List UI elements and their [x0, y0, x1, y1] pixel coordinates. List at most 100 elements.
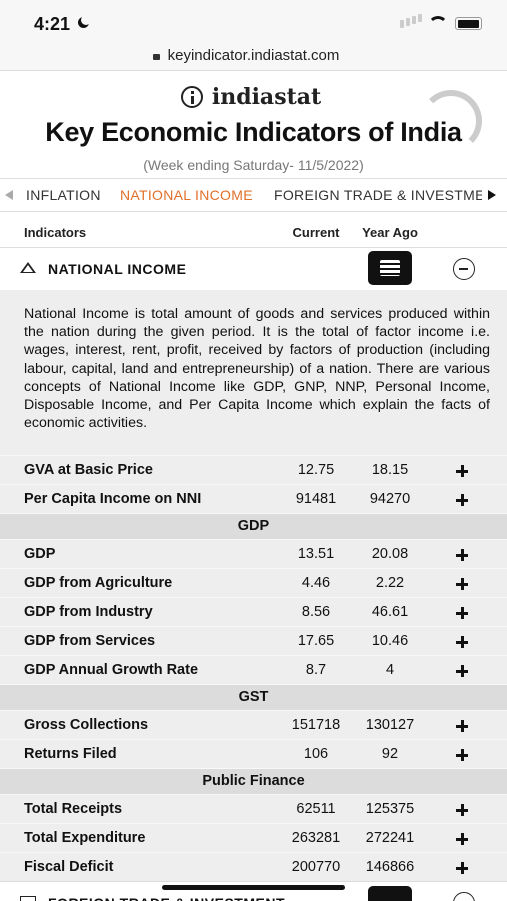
group-title: GDP	[237, 518, 270, 534]
year-ago-value: 18.15	[371, 462, 409, 478]
expand-button[interactable]	[456, 862, 468, 874]
indicator-label: GDP	[24, 546, 56, 562]
year-ago-value: 2.22	[375, 575, 405, 591]
description: National Income is total amount of goods…	[24, 306, 490, 432]
data-row[interactable]: Total Expenditure 263281 272241	[0, 823, 507, 853]
logo-icon	[181, 86, 203, 108]
data-row[interactable]: Returns Filed 106 92	[0, 739, 507, 769]
indicator-label: GDP from Agriculture	[24, 575, 173, 591]
year-ago-value: 125375	[365, 801, 415, 817]
checkbox[interactable]	[20, 896, 36, 901]
current-value: 17.65	[297, 633, 335, 649]
expand-button[interactable]	[456, 665, 468, 677]
tab-bar: INFLATION NATIONAL INCOME FOREIGN TRADE …	[0, 178, 507, 212]
year-ago-value: 146866	[365, 859, 415, 875]
current-value: 12.75	[297, 462, 335, 478]
expand-button[interactable]	[456, 465, 468, 477]
year-ago-value: 272241	[365, 830, 415, 846]
indicator-label: GDP Annual Growth Rate	[24, 662, 199, 678]
indicator-label: GVA at Basic Price	[24, 462, 153, 478]
tab[interactable]: INFLATION	[26, 187, 101, 203]
indicator-label: Fiscal Deficit	[24, 859, 114, 875]
data-row[interactable]: GDP Annual Growth Rate 8.7 4	[0, 655, 507, 685]
url[interactable]: keyindicator.indiastat.com	[167, 47, 340, 64]
current-value: 13.51	[297, 546, 335, 562]
expand-button[interactable]	[456, 833, 468, 845]
expand-button[interactable]	[456, 749, 468, 761]
section-icon	[368, 251, 412, 285]
current-value: 4.46	[301, 575, 331, 591]
current-value: 263281	[291, 830, 341, 846]
tab-active[interactable]: NATIONAL INCOME	[120, 187, 253, 203]
expand-button[interactable]	[456, 494, 468, 506]
url-bar[interactable]: keyindicator.indiastat.com	[0, 44, 507, 71]
column-header: Indicators	[24, 225, 87, 240]
expand-button[interactable]	[456, 607, 468, 619]
current-value: 151718	[291, 717, 341, 733]
data-row[interactable]: GDP from Industry 8.56 46.61	[0, 597, 507, 627]
current-value: 8.7	[305, 662, 327, 678]
year-ago-value: 4	[385, 662, 395, 678]
data-row[interactable]: Gross Collections 151718 130127	[0, 710, 507, 740]
collapse-arrow	[20, 262, 36, 273]
status-bar: 4:21	[0, 0, 507, 44]
group-row: Public Finance	[0, 768, 507, 795]
expand-button[interactable]	[456, 720, 468, 732]
group-title: Public Finance	[202, 773, 305, 789]
data-row[interactable]: GDP 13.51 20.08	[0, 539, 507, 569]
year-ago-value: 130127	[365, 717, 415, 733]
indicator-label: Gross Collections	[24, 717, 149, 733]
next-section[interactable]: FOREIGN TRADE & INVESTMENT	[0, 881, 507, 901]
group-title: GST	[238, 689, 269, 705]
current-value: 91481	[295, 491, 337, 507]
indicator-label: GDP from Services	[24, 633, 156, 649]
current-value: 62511	[296, 801, 336, 817]
data-row[interactable]: GDP from Agriculture 4.46 2.22	[0, 568, 507, 598]
expand-button[interactable]	[456, 549, 468, 561]
home-indicator	[162, 885, 345, 890]
year-ago-value: 10.46	[371, 633, 409, 649]
section-body	[0, 290, 507, 900]
tab-next[interactable]	[488, 190, 496, 200]
data-row[interactable]: Fiscal Deficit 200770 146866	[0, 852, 507, 882]
subtitle: (Week ending Saturday- 11/5/2022)	[143, 157, 364, 173]
section-title: FOREIGN TRADE & INVESTMENT	[48, 895, 285, 901]
column-header: Current	[292, 225, 340, 240]
section-icon	[368, 886, 412, 901]
battery-icon	[455, 17, 482, 30]
section-title: NATIONAL INCOME	[48, 261, 187, 277]
expand-button[interactable]	[456, 578, 468, 590]
page-title: Key Economic Indicators of India	[45, 117, 462, 147]
indicator-label: GDP from Industry	[24, 604, 153, 620]
data-row[interactable]: GDP from Services 17.65 10.46	[0, 626, 507, 656]
data-row[interactable]: Per Capita Income on NNI 91481 94270	[0, 484, 507, 514]
column-header: Year Ago	[362, 225, 418, 240]
current-value: 106	[303, 746, 329, 762]
logo-text: indiastat	[211, 84, 322, 110]
year-ago-value: 92	[381, 746, 399, 762]
data-row[interactable]: Total Receipts 62511 125375	[0, 794, 507, 824]
collapse-button[interactable]	[453, 258, 475, 280]
lock-icon	[153, 54, 160, 60]
indicator-label: Returns Filed	[24, 746, 117, 762]
tab[interactable]: FOREIGN TRADE & INVESTME	[274, 187, 482, 203]
expand-button[interactable]	[456, 804, 468, 816]
tab-prev[interactable]	[5, 190, 13, 200]
indicator-label: Total Receipts	[24, 801, 123, 817]
current-value: 8.56	[301, 604, 331, 620]
year-ago-value: 20.08	[371, 546, 409, 562]
signal-icon	[400, 20, 404, 28]
moon-cut	[81, 15, 91, 25]
section-header[interactable]: NATIONAL INCOME	[0, 247, 507, 290]
current-value: 200770	[291, 859, 341, 875]
year-ago-value: 94270	[369, 491, 411, 507]
indicator-label: Per Capita Income on NNI	[24, 491, 202, 507]
time: 4:21	[34, 14, 71, 34]
wifi-icon	[428, 16, 448, 36]
data-row[interactable]: GVA at Basic Price 12.75 18.15	[0, 455, 507, 485]
group-row: GST	[0, 684, 507, 711]
logo-arc	[420, 90, 482, 152]
group-row: GDP	[0, 513, 507, 540]
expand-button[interactable]	[456, 636, 468, 648]
